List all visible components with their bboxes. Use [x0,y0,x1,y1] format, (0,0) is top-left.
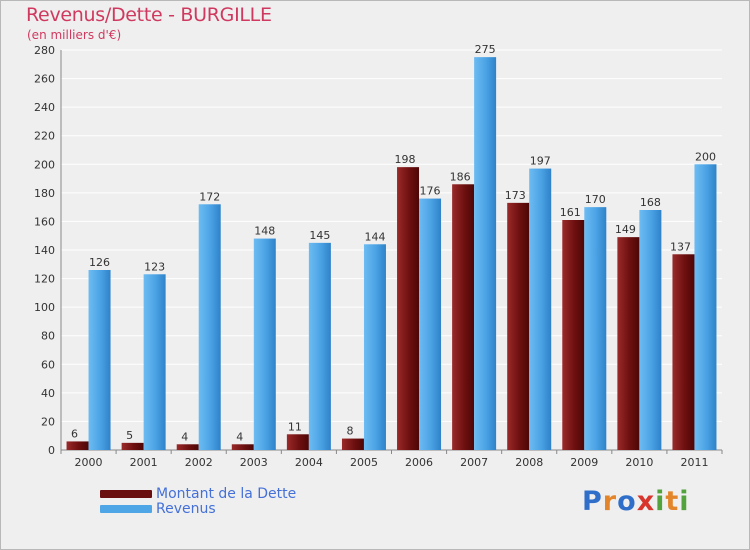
x-tick-label: 2005 [350,456,378,469]
bar-revenus [308,242,331,450]
data-label: 161 [560,206,581,219]
bar-dette [617,237,640,450]
bar-dette [507,202,530,450]
x-tick-label: 2002 [185,456,213,469]
y-tick-label: 80 [41,330,55,343]
y-tick-label: 20 [41,415,55,428]
data-label: 145 [309,229,330,242]
chart-title: Revenus/Dette - BURGILLE [26,4,272,26]
bar-revenus [419,198,442,450]
logo-letter: x [636,486,656,517]
x-tick-label: 2000 [75,456,103,469]
data-label: 172 [199,190,220,203]
y-tick-label: 160 [34,215,55,228]
logo-letter: r [602,486,618,517]
x-tick-label: 2007 [460,456,488,469]
x-tick-label: 2006 [405,456,433,469]
legend-item-revenus: Revenus [100,501,216,517]
data-label: 186 [450,170,471,183]
data-label: 144 [364,230,385,243]
y-tick-label: 120 [34,273,55,286]
data-label: 149 [615,223,636,236]
bar-dette [452,184,475,451]
data-label: 4 [236,430,243,443]
y-tick-label: 220 [34,130,55,143]
data-label: 200 [695,150,716,163]
data-label: 123 [144,260,165,273]
y-tick-label: 200 [34,158,55,171]
bar-revenus [143,274,166,450]
data-label: 5 [126,429,133,442]
bar-dette [121,442,144,450]
data-label: 137 [670,240,691,253]
bar-revenus [363,244,386,450]
data-label: 8 [346,425,353,438]
chart-subtitle: (en milliers d'€) [27,28,122,42]
logo-letter: i [655,486,666,517]
y-tick-label: 140 [34,244,55,257]
bar-revenus [639,210,662,450]
logo-letter: t [665,486,680,517]
bar-dette [341,438,364,450]
legend-swatch-debt [100,490,152,498]
y-tick-label: 240 [34,101,55,114]
bar-revenus [694,164,717,451]
data-label: 168 [640,196,661,209]
data-label: 198 [395,153,416,166]
bar-revenus [529,168,552,451]
bar-dette [231,444,254,450]
bar-dette [397,167,420,450]
data-label: 197 [530,155,551,168]
legend-label-revenus: Revenus [156,501,216,517]
data-label: 11 [288,420,302,433]
bar-revenus [88,270,111,450]
proxiti-logo: Proxiti [582,486,690,517]
bar-revenus [474,57,497,451]
logo-letter: P [582,486,603,517]
data-label: 170 [585,193,606,206]
logo-letter: i [679,486,690,517]
legend-item-debt: Montant de la Dette [100,486,296,502]
x-tick-label: 2009 [570,456,598,469]
x-tick-label: 2010 [625,456,653,469]
bar-revenus [198,204,221,450]
logo-letter: o [617,486,637,517]
bar-dette [562,220,585,450]
y-tick-label: 40 [41,387,55,400]
y-tick-label: 260 [34,73,55,86]
bar-dette [286,434,309,450]
legend-swatch-revenus [100,505,152,513]
data-label: 6 [71,427,78,440]
data-label: 275 [475,43,496,56]
data-label: 148 [254,225,275,238]
y-tick-label: 280 [34,44,55,57]
x-tick-label: 2001 [130,456,158,469]
x-tick-label: 2003 [240,456,268,469]
bar-dette [672,254,695,450]
x-tick-label: 2004 [295,456,323,469]
x-tick-label: 2011 [680,456,708,469]
x-tick-label: 2008 [515,456,543,469]
bar-dette [66,441,89,450]
bar-revenus [584,207,607,450]
y-tick-label: 180 [34,187,55,200]
y-tick-label: 60 [41,358,55,371]
bar-revenus [253,238,276,450]
legend-label-debt: Montant de la Dette [156,486,297,502]
data-label: 4 [181,430,188,443]
y-tick-label: 0 [48,444,55,457]
bar-dette [176,444,199,450]
data-label: 173 [505,189,526,202]
y-tick-label: 100 [34,301,55,314]
data-label: 176 [420,185,441,198]
data-label: 126 [89,256,110,269]
